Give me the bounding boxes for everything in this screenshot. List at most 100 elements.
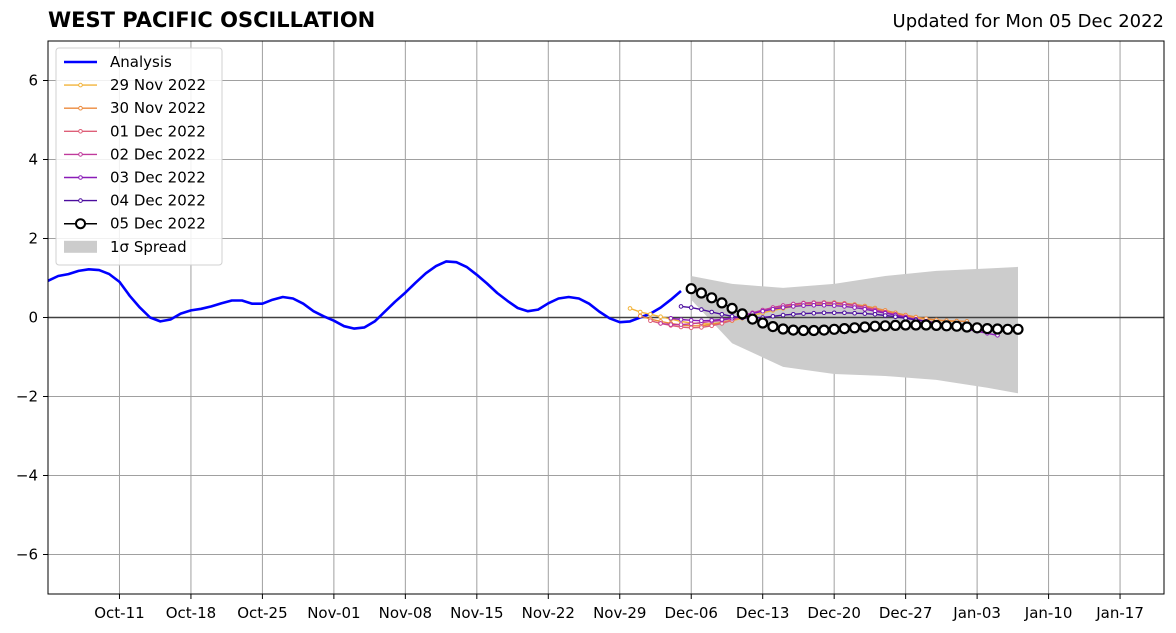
forecast-point xyxy=(842,304,847,309)
forecast-point xyxy=(831,303,837,308)
forecast-point xyxy=(879,320,891,332)
legend-item: 02 Dec 2022 xyxy=(64,145,206,163)
x-tick-label: Dec-20 xyxy=(807,604,861,622)
forecast-point xyxy=(780,312,786,318)
forecast-point xyxy=(1012,323,1024,335)
series-0 xyxy=(48,260,682,330)
legend-swatch xyxy=(64,240,97,253)
forecast-point xyxy=(882,313,888,318)
legend-marker xyxy=(78,129,83,134)
forecast-point xyxy=(920,319,932,331)
x-tick-label: Nov-01 xyxy=(307,604,360,622)
forecast-point xyxy=(699,318,704,324)
forecast-point xyxy=(893,314,898,320)
x-tick-label: Oct-11 xyxy=(94,604,144,622)
forecast-point xyxy=(695,287,708,299)
forecast-point xyxy=(821,310,827,316)
forecast-point xyxy=(777,323,789,335)
y-tick-label: 6 xyxy=(28,72,38,90)
forecast-point xyxy=(859,321,871,333)
forecast-point xyxy=(848,322,861,334)
forecast-point xyxy=(709,323,715,329)
legend-item: 03 Dec 2022 xyxy=(64,169,206,187)
forecast-point xyxy=(791,312,796,317)
x-tick-label: Jan-17 xyxy=(1095,604,1144,622)
x-tick-label: Nov-22 xyxy=(522,604,575,622)
forecast-point xyxy=(709,318,715,323)
forecast-point xyxy=(930,319,942,331)
forecast-point xyxy=(699,307,704,312)
forecast-point xyxy=(869,320,881,332)
forecast-point xyxy=(899,319,912,331)
forecast-point xyxy=(981,323,993,335)
legend-item: 05 Dec 2022 xyxy=(64,215,206,233)
forecast-point xyxy=(801,303,806,308)
forecast-point xyxy=(852,305,857,310)
forecast-point xyxy=(961,321,973,333)
legend-item: 29 Nov 2022 xyxy=(64,76,206,94)
forecast-point xyxy=(951,320,963,332)
chart-subtitle: Updated for Mon 05 Dec 2022 xyxy=(892,11,1164,32)
legend-marker xyxy=(78,198,83,203)
forecast-point xyxy=(791,304,796,309)
legend-item: 30 Nov 2022 xyxy=(64,99,206,117)
legend-label: 29 Nov 2022 xyxy=(110,76,206,94)
forecast-point xyxy=(719,312,725,317)
legend: Analysis 29 Nov 2022 30 Nov 2022 01 Dec 202… xyxy=(55,47,223,266)
forecast-point xyxy=(818,324,830,336)
forecast-point xyxy=(726,302,738,314)
y-tick-label: 4 xyxy=(28,151,38,169)
forecast-point xyxy=(637,309,643,315)
chart-title: WEST PACIFIC OSCILLATION xyxy=(48,8,376,32)
forecast-point xyxy=(872,312,878,317)
plot-area xyxy=(48,41,1164,594)
forecast-point xyxy=(627,306,633,311)
y-tick-label: −6 xyxy=(16,546,38,564)
legend-label: 02 Dec 2022 xyxy=(110,145,206,163)
forecast-point xyxy=(971,322,983,334)
forecast-point xyxy=(668,322,674,327)
forecast-point xyxy=(648,312,653,317)
forecast-point xyxy=(706,292,718,304)
forecast-point xyxy=(910,319,922,331)
legend-label: 03 Dec 2022 xyxy=(110,169,206,187)
forecast-point xyxy=(889,319,902,331)
forecast-point xyxy=(838,323,851,335)
forecast-point xyxy=(678,317,684,322)
legend-marker xyxy=(78,175,83,180)
forecast-point xyxy=(811,310,817,316)
forecast-point xyxy=(940,320,953,332)
forecast-point xyxy=(787,324,799,336)
forecast-point xyxy=(719,317,725,322)
forecast-point xyxy=(688,318,694,323)
forecast-point xyxy=(760,308,766,314)
y-tick-label: −2 xyxy=(16,388,38,406)
y-tick-label: 0 xyxy=(28,309,38,327)
legend-label: 04 Dec 2022 xyxy=(110,192,206,210)
legend-item: 04 Dec 2022 xyxy=(64,192,206,210)
forecast-point xyxy=(801,311,806,316)
x-tick-label: Dec-27 xyxy=(879,604,933,622)
y-tick-label: −4 xyxy=(16,467,38,485)
forecast-point xyxy=(678,304,684,309)
forecast-point xyxy=(736,308,748,320)
forecast-point xyxy=(797,324,810,337)
forecast-point xyxy=(852,310,857,316)
forecast-point xyxy=(716,297,728,309)
forecast-point xyxy=(668,316,674,321)
forecast-point xyxy=(862,311,868,316)
x-tick-label: Dec-13 xyxy=(736,604,790,622)
forecast-point xyxy=(688,305,694,310)
x-tick-label: Jan-03 xyxy=(952,604,1001,622)
forecast-point xyxy=(842,310,847,316)
x-tick-label: Nov-15 xyxy=(450,604,503,622)
forecast-point xyxy=(648,318,653,324)
legend-item: 1σ Spread xyxy=(64,238,187,256)
forecast-point xyxy=(770,306,776,312)
forecast-point xyxy=(637,313,643,319)
legend-box xyxy=(55,47,223,266)
legend-item: 01 Dec 2022 xyxy=(64,122,206,140)
x-tick-label: Jan-10 xyxy=(1024,604,1073,622)
x-tick-label: Dec-06 xyxy=(664,604,718,622)
